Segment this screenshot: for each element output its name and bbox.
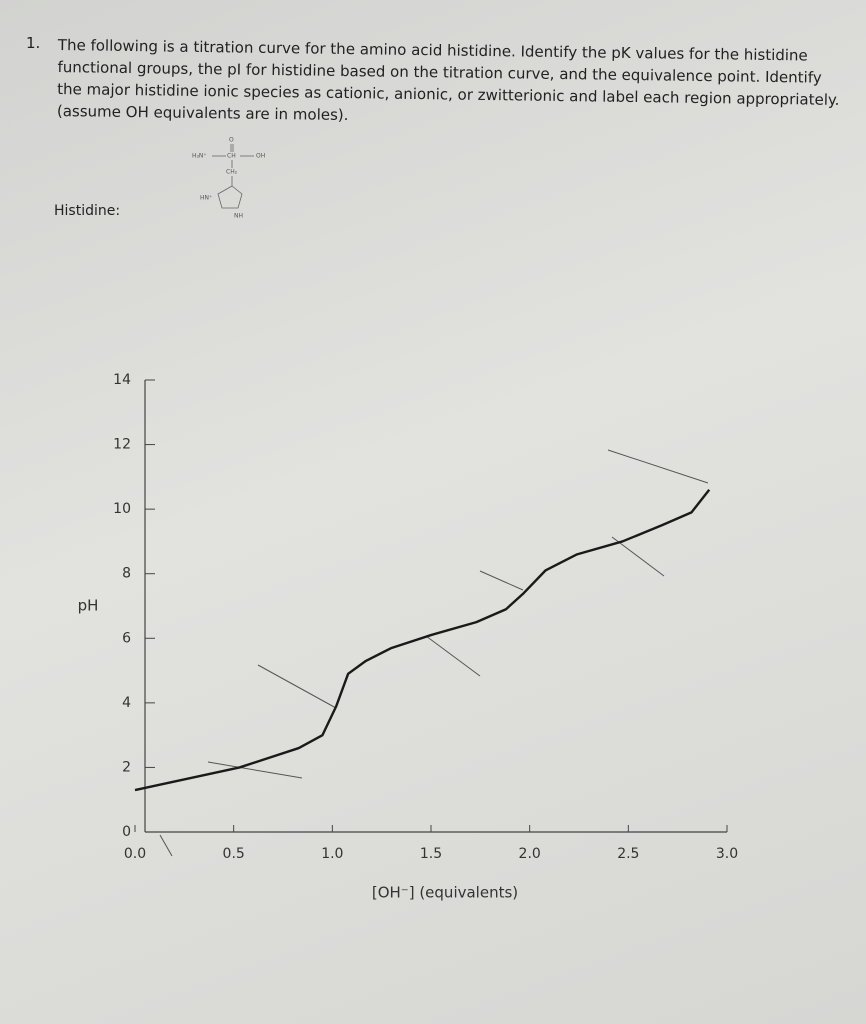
structure-atom: CH₂ <box>226 169 238 176</box>
structure <box>212 144 254 209</box>
structure-atom: CH <box>227 153 236 160</box>
structure-atom: NH <box>234 213 243 220</box>
titration-curve <box>134 489 711 792</box>
y-tick-label: 12 <box>113 437 131 453</box>
y-tick-label: 8 <box>122 566 131 582</box>
y-tick-label: 2 <box>122 759 131 775</box>
y-tick-label: 0 <box>122 824 131 840</box>
y-tick-label: 10 <box>113 501 131 517</box>
pencil-marks <box>159 449 709 857</box>
y-axis-label: pH <box>78 597 99 615</box>
x-tick-label: 0.5 <box>223 846 245 862</box>
x-tick-label: 1.0 <box>321 846 343 862</box>
y-tick-label: 6 <box>122 630 131 646</box>
structure-atom: H₃N⁺ <box>192 153 207 160</box>
x-tick-label: 2.5 <box>617 846 639 862</box>
y-tick-label: 4 <box>122 695 131 711</box>
x-tick-label: 0.0 <box>124 846 146 862</box>
x-tick-label: 1.5 <box>420 846 442 862</box>
x-axis-label: [OH⁻] (equivalents) <box>372 884 518 902</box>
structure-atom: OH <box>256 153 265 160</box>
structure-atom: HN⁺ <box>200 195 212 202</box>
structure-atom: O <box>229 137 234 144</box>
y-tick-label: 14 <box>113 372 131 388</box>
x-tick-label: 2.0 <box>519 846 541 862</box>
question-number: 1. <box>26 34 41 52</box>
molecule-label: Histidine: <box>54 203 121 219</box>
x-tick-label: 3.0 <box>716 846 738 862</box>
